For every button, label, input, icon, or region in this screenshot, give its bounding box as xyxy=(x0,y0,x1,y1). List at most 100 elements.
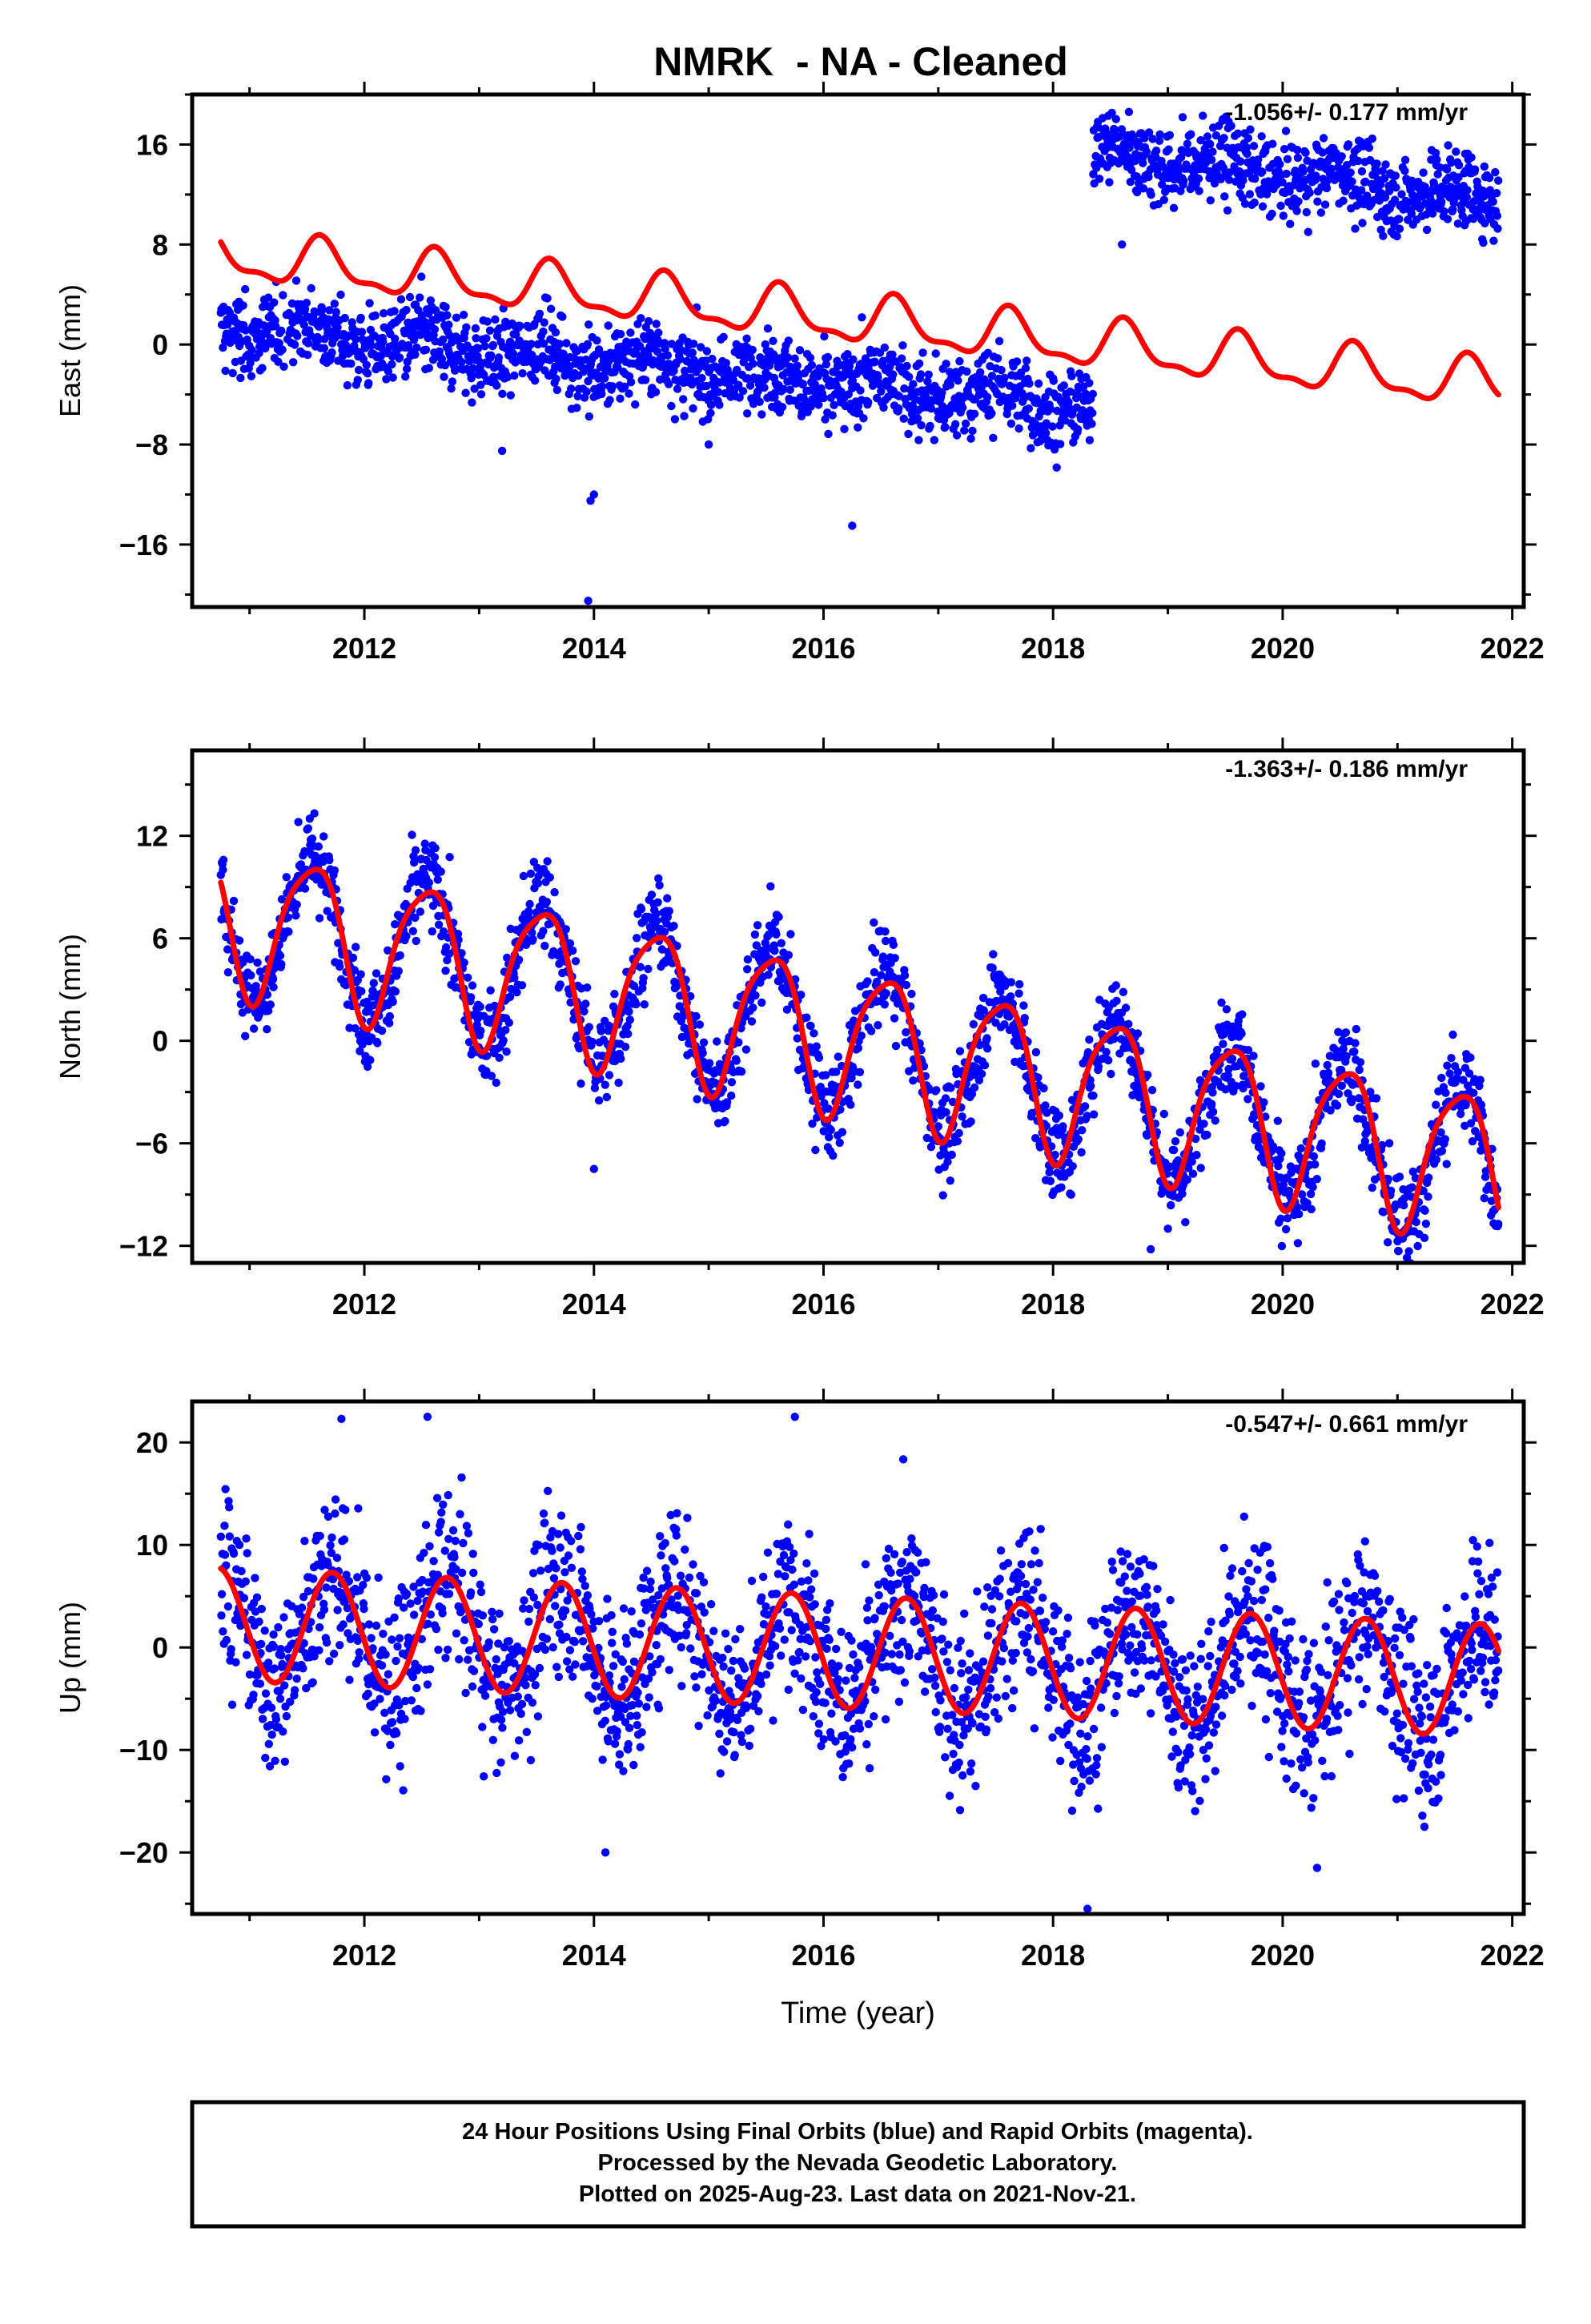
data-point xyxy=(769,336,777,345)
data-point xyxy=(1311,1059,1320,1068)
data-point xyxy=(637,905,646,914)
data-point xyxy=(880,343,890,352)
data-point xyxy=(751,991,760,1000)
data-point xyxy=(402,364,412,373)
data-point xyxy=(270,298,279,307)
data-point xyxy=(585,320,593,329)
x-tick-label: 2020 xyxy=(1251,632,1315,665)
data-point xyxy=(1219,134,1228,143)
data-point xyxy=(269,1630,278,1639)
data-point xyxy=(879,403,888,412)
data-point xyxy=(231,1658,240,1667)
data-point xyxy=(239,1594,249,1602)
data-point xyxy=(412,936,420,946)
data-point xyxy=(315,914,324,923)
data-point xyxy=(1392,231,1401,241)
data-point xyxy=(1413,1241,1422,1251)
data-point xyxy=(1493,189,1501,198)
data-point xyxy=(987,409,996,418)
data-point xyxy=(652,909,661,919)
data-point xyxy=(1306,1189,1316,1199)
data-point xyxy=(402,305,411,315)
y-tick-label: 6 xyxy=(152,923,168,955)
data-point xyxy=(1183,1175,1192,1184)
data-point xyxy=(1350,1047,1359,1056)
data-point xyxy=(282,873,291,882)
data-point xyxy=(1355,193,1364,203)
data-point xyxy=(539,927,548,935)
data-point xyxy=(828,411,837,420)
data-point xyxy=(448,377,457,386)
data-point xyxy=(820,332,829,341)
data-point xyxy=(870,357,879,366)
data-point xyxy=(1463,186,1472,195)
data-point xyxy=(1169,203,1179,212)
data-point xyxy=(1441,1088,1450,1097)
data-point xyxy=(926,404,936,413)
data-point xyxy=(1148,135,1157,143)
data-point xyxy=(441,943,451,952)
data-point xyxy=(962,367,971,376)
data-point xyxy=(512,987,521,997)
data-point xyxy=(745,381,755,390)
data-point xyxy=(558,312,567,321)
y-tick-label: −6 xyxy=(135,1128,168,1160)
data-point xyxy=(1042,419,1051,428)
data-point xyxy=(333,323,342,332)
data-point xyxy=(319,832,328,841)
data-point xyxy=(916,370,926,379)
data-point xyxy=(1342,1051,1351,1061)
data-point xyxy=(512,330,520,339)
data-point xyxy=(697,343,705,352)
data-point xyxy=(1283,155,1292,163)
data-point xyxy=(376,1695,384,1703)
data-point xyxy=(1291,167,1300,175)
data-point xyxy=(784,353,793,362)
data-point xyxy=(1021,364,1031,372)
data-point xyxy=(890,1014,899,1023)
data-point xyxy=(1235,167,1244,176)
data-point xyxy=(705,1059,714,1068)
data-point xyxy=(267,1703,276,1712)
data-point xyxy=(1404,1247,1413,1256)
data-point xyxy=(246,955,255,964)
data-point xyxy=(632,999,641,1009)
data-point xyxy=(802,1013,811,1022)
data-point xyxy=(297,1603,307,1612)
data-point xyxy=(235,936,244,945)
data-point xyxy=(624,1029,633,1039)
data-point xyxy=(669,366,678,376)
data-point xyxy=(874,373,882,382)
data-point xyxy=(877,971,886,980)
data-point xyxy=(969,1019,978,1029)
data-point xyxy=(1147,191,1155,199)
data-point xyxy=(408,1672,417,1682)
data-point xyxy=(1320,200,1330,209)
data-point xyxy=(328,1574,337,1584)
data-point xyxy=(357,328,367,336)
data-point xyxy=(241,285,250,294)
data-point xyxy=(350,966,360,975)
data-point xyxy=(837,388,846,396)
data-point xyxy=(1227,122,1235,131)
data-point xyxy=(469,1568,478,1578)
data-point xyxy=(379,309,388,318)
data-point xyxy=(1219,1039,1227,1048)
data-point xyxy=(303,1586,313,1596)
data-point xyxy=(1006,419,1016,428)
data-point xyxy=(323,1512,333,1522)
data-point xyxy=(440,372,448,381)
data-point xyxy=(838,1128,847,1136)
data-point xyxy=(577,1080,585,1088)
data-point xyxy=(249,1691,258,1699)
data-point xyxy=(299,1592,308,1602)
data-point xyxy=(1085,379,1094,388)
data-point xyxy=(1421,1219,1431,1228)
data-point xyxy=(439,1500,448,1510)
y-tick-label: 12 xyxy=(136,820,168,853)
data-point xyxy=(447,384,456,393)
data-point xyxy=(960,426,969,435)
data-point xyxy=(391,334,400,344)
data-point xyxy=(420,1548,428,1558)
data-point xyxy=(1408,1183,1416,1192)
